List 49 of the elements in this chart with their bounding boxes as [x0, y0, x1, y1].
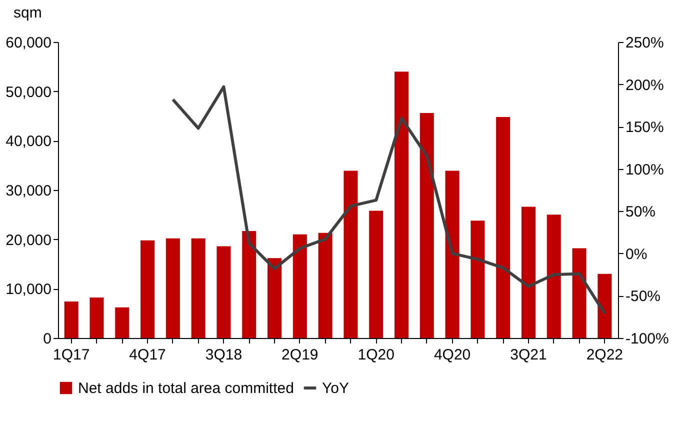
- y-tick-label: 60,000: [6, 34, 52, 52]
- bar: [470, 220, 485, 338]
- bar: [318, 232, 332, 338]
- bar: [369, 210, 384, 338]
- y2-tick-label: 100%: [626, 161, 664, 178]
- x-tick-label: 1Q17: [52, 346, 90, 364]
- bar: [394, 72, 408, 338]
- bar: [64, 301, 78, 338]
- bar: [546, 214, 561, 338]
- bar: [420, 113, 434, 338]
- x-tick-label: 4Q20: [434, 346, 471, 364]
- bar: [268, 258, 282, 338]
- y2-tick-label: 200%: [626, 76, 664, 94]
- x-tick-label: 3Q18: [205, 346, 242, 364]
- bar: [115, 307, 130, 338]
- bar: [140, 240, 155, 338]
- y-tick-label: 10,000: [6, 281, 52, 298]
- legend-label: YoY: [322, 380, 349, 397]
- bar: [496, 116, 510, 338]
- x-tick-label: 4Q17: [129, 346, 166, 364]
- bar: [166, 238, 180, 338]
- y2-tick-label: -50%: [626, 288, 661, 306]
- bar: [445, 170, 460, 338]
- x-tick-label: 3Q21: [510, 346, 547, 364]
- bar: [191, 238, 206, 338]
- x-tick-label: 2Q19: [282, 346, 318, 364]
- y-tick-label: 30,000: [6, 182, 52, 200]
- y2-tick-label: 50%: [626, 204, 656, 221]
- bar: [292, 234, 307, 338]
- y2-tick-label: -100%: [626, 330, 669, 348]
- x-tick-label: 2Q22: [586, 346, 624, 364]
- bar: [90, 298, 104, 338]
- y-tick-label: 50,000: [6, 84, 52, 101]
- bar: [242, 230, 256, 338]
- bar: [572, 248, 586, 338]
- y-tick-label: 20,000: [6, 232, 52, 249]
- y-tick-label: 0: [43, 330, 52, 348]
- y-tick-label: 40,000: [6, 133, 52, 150]
- bar: [521, 206, 536, 338]
- y-axis-title: sqm: [14, 4, 42, 22]
- bar: [216, 246, 231, 338]
- legend-label: Net adds in total area committed: [78, 380, 294, 397]
- bar: [344, 170, 358, 338]
- line-series: [171, 85, 606, 315]
- x-tick-label: 1Q20: [358, 346, 394, 364]
- bar: [598, 274, 612, 338]
- y2-tick-label: 0%: [626, 246, 648, 263]
- y2-tick-label: 250%: [626, 34, 664, 52]
- y2-tick-label: 150%: [626, 119, 664, 136]
